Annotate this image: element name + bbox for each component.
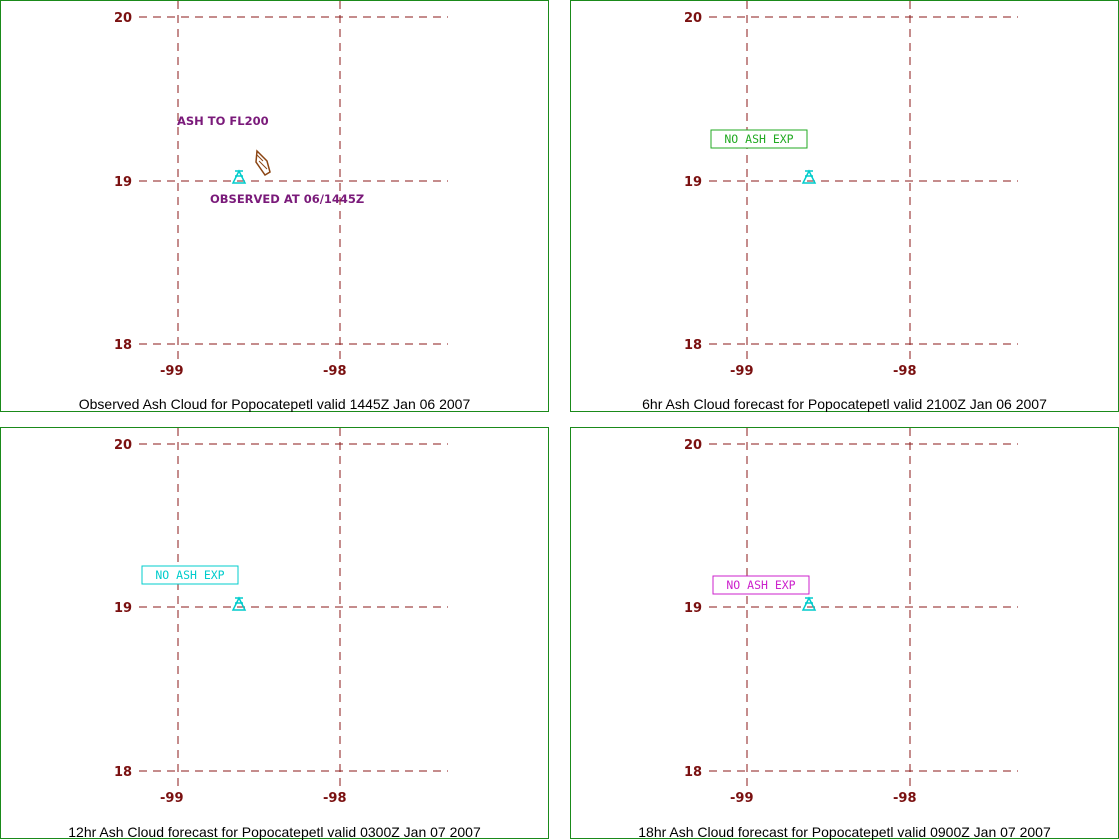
volcano-triangle-icon — [801, 596, 817, 611]
panel-fcst-12hr: 20 19 18 -99 -98 NO ASH EXP 12hr Ash Clo… — [0, 427, 549, 840]
lon-tick-98: -98 — [893, 364, 917, 379]
lat-tick-20: 20 — [684, 11, 702, 26]
panel-fcst-6hr: 20 19 18 -99 -98 NO ASH EXP 6hr Ash Clou… — [570, 0, 1119, 412]
lon-tick-98: -98 — [323, 791, 347, 806]
no-ash-box: NO ASH EXP — [141, 565, 239, 585]
lon-tick-99: -99 — [160, 791, 184, 806]
observed-time-label: OBSERVED AT 06/1445Z — [210, 192, 364, 206]
map-fcst-6hr: 20 19 18 -99 -98 NO ASH EXP — [684, 1, 1018, 379]
volcano-triangle-icon — [231, 169, 247, 184]
map-fcst-18hr: 20 19 18 -99 -98 NO ASH EXP — [684, 428, 1018, 806]
lon-tick-99: -99 — [730, 364, 754, 379]
lat-tick-19: 19 — [114, 601, 132, 616]
no-ash-box: NO ASH EXP — [712, 575, 810, 595]
panel-observed: 20 19 18 -99 -98 ASH TO FL200 OBSERVED A… — [0, 0, 549, 412]
lat-tick-19: 19 — [114, 175, 132, 190]
lon-tick-98: -98 — [893, 791, 917, 806]
lat-tick-18: 18 — [114, 338, 132, 353]
lon-tick-98: -98 — [323, 364, 347, 379]
no-ash-box: NO ASH EXP — [710, 129, 808, 149]
no-ash-label: NO ASH EXP — [724, 132, 793, 146]
panel-fcst-18hr: 20 19 18 -99 -98 NO ASH EXP 18hr Ash Clo… — [570, 427, 1119, 840]
panel-title-observed: Observed Ash Cloud for Popocatepetl vali… — [78, 396, 471, 412]
lat-tick-19: 19 — [684, 175, 702, 190]
ash-top-label: ASH TO FL200 — [177, 114, 269, 128]
lat-tick-18: 18 — [684, 338, 702, 353]
no-ash-label: NO ASH EXP — [155, 568, 224, 582]
volcano-triangle-icon — [231, 596, 247, 611]
lon-tick-99: -99 — [730, 791, 754, 806]
lat-tick-18: 18 — [684, 765, 702, 780]
map-observed: 20 19 18 -99 -98 ASH TO FL200 OBSERVED A… — [114, 1, 448, 379]
lat-tick-20: 20 — [114, 438, 132, 453]
panel-title-fcst-18hr: 18hr Ash Cloud forecast for Popocatepetl… — [638, 824, 1051, 840]
lat-tick-18: 18 — [114, 765, 132, 780]
lon-tick-99: -99 — [160, 364, 184, 379]
volcano-triangle-icon — [801, 169, 817, 184]
lat-tick-19: 19 — [684, 601, 702, 616]
no-ash-label: NO ASH EXP — [726, 578, 795, 592]
map-fcst-12hr: 20 19 18 -99 -98 NO ASH EXP — [114, 428, 448, 806]
lat-tick-20: 20 — [684, 438, 702, 453]
panel-title-fcst-6hr: 6hr Ash Cloud forecast for Popocatepetl … — [642, 396, 1047, 412]
lat-tick-20: 20 — [114, 11, 132, 26]
ash-cloud-polygon — [255, 149, 271, 177]
panel-title-fcst-12hr: 12hr Ash Cloud forecast for Popocatepetl… — [68, 824, 481, 840]
